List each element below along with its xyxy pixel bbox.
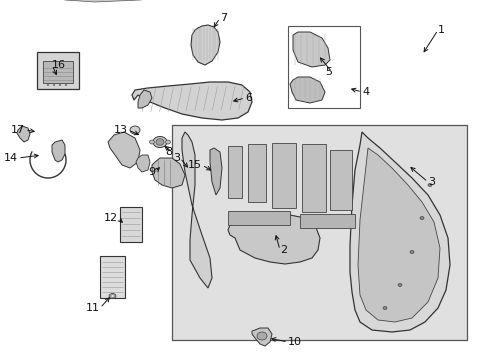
Ellipse shape: [149, 140, 154, 144]
Polygon shape: [17, 126, 30, 142]
Text: 9: 9: [147, 167, 155, 177]
Text: 1: 1: [437, 25, 444, 35]
Text: 13: 13: [114, 125, 128, 135]
Text: 16: 16: [52, 60, 66, 70]
Polygon shape: [138, 90, 152, 108]
Polygon shape: [292, 32, 329, 67]
Text: 12: 12: [103, 213, 118, 223]
Ellipse shape: [64, 84, 67, 86]
Ellipse shape: [109, 293, 116, 298]
Polygon shape: [132, 82, 251, 120]
Polygon shape: [349, 132, 449, 332]
Bar: [100, 256, 125, 298]
Bar: [299, 214, 354, 228]
Polygon shape: [152, 158, 184, 188]
Polygon shape: [136, 155, 150, 172]
Text: 5: 5: [325, 67, 331, 77]
Text: 11: 11: [86, 303, 100, 313]
Bar: [329, 150, 351, 210]
Bar: [247, 144, 265, 202]
Ellipse shape: [257, 332, 266, 340]
Bar: [120, 207, 142, 242]
Polygon shape: [38, 0, 212, 2]
Ellipse shape: [153, 136, 167, 148]
Bar: [227, 146, 242, 198]
Text: 2: 2: [280, 245, 286, 255]
Polygon shape: [251, 328, 271, 346]
Polygon shape: [357, 148, 439, 322]
Ellipse shape: [397, 284, 401, 287]
Polygon shape: [191, 25, 220, 65]
Text: 3: 3: [427, 177, 434, 187]
Text: 15: 15: [187, 160, 202, 170]
Text: 4: 4: [361, 87, 368, 97]
Text: 7: 7: [220, 13, 226, 23]
Polygon shape: [209, 148, 222, 195]
Bar: [287, 26, 359, 108]
Ellipse shape: [409, 251, 413, 253]
Ellipse shape: [427, 184, 431, 186]
Polygon shape: [52, 140, 65, 162]
Bar: [271, 143, 295, 208]
Ellipse shape: [130, 126, 140, 134]
Ellipse shape: [382, 306, 386, 310]
Bar: [302, 144, 325, 212]
Ellipse shape: [59, 84, 61, 86]
Ellipse shape: [165, 140, 170, 144]
Text: 8: 8: [164, 147, 172, 157]
Text: 10: 10: [287, 337, 302, 347]
Polygon shape: [227, 215, 319, 264]
Bar: [172, 125, 466, 340]
Ellipse shape: [419, 216, 423, 220]
Ellipse shape: [53, 84, 55, 86]
Text: 3: 3: [173, 153, 180, 163]
Ellipse shape: [47, 84, 49, 86]
Bar: [43, 61, 73, 83]
Polygon shape: [182, 132, 212, 288]
Polygon shape: [289, 77, 325, 103]
Text: 14: 14: [4, 153, 18, 163]
Ellipse shape: [110, 295, 114, 297]
Text: 17: 17: [11, 125, 25, 135]
Ellipse shape: [156, 139, 163, 145]
Text: 6: 6: [244, 93, 251, 103]
FancyBboxPatch shape: [37, 52, 79, 89]
Polygon shape: [108, 132, 140, 168]
Bar: [227, 211, 289, 225]
